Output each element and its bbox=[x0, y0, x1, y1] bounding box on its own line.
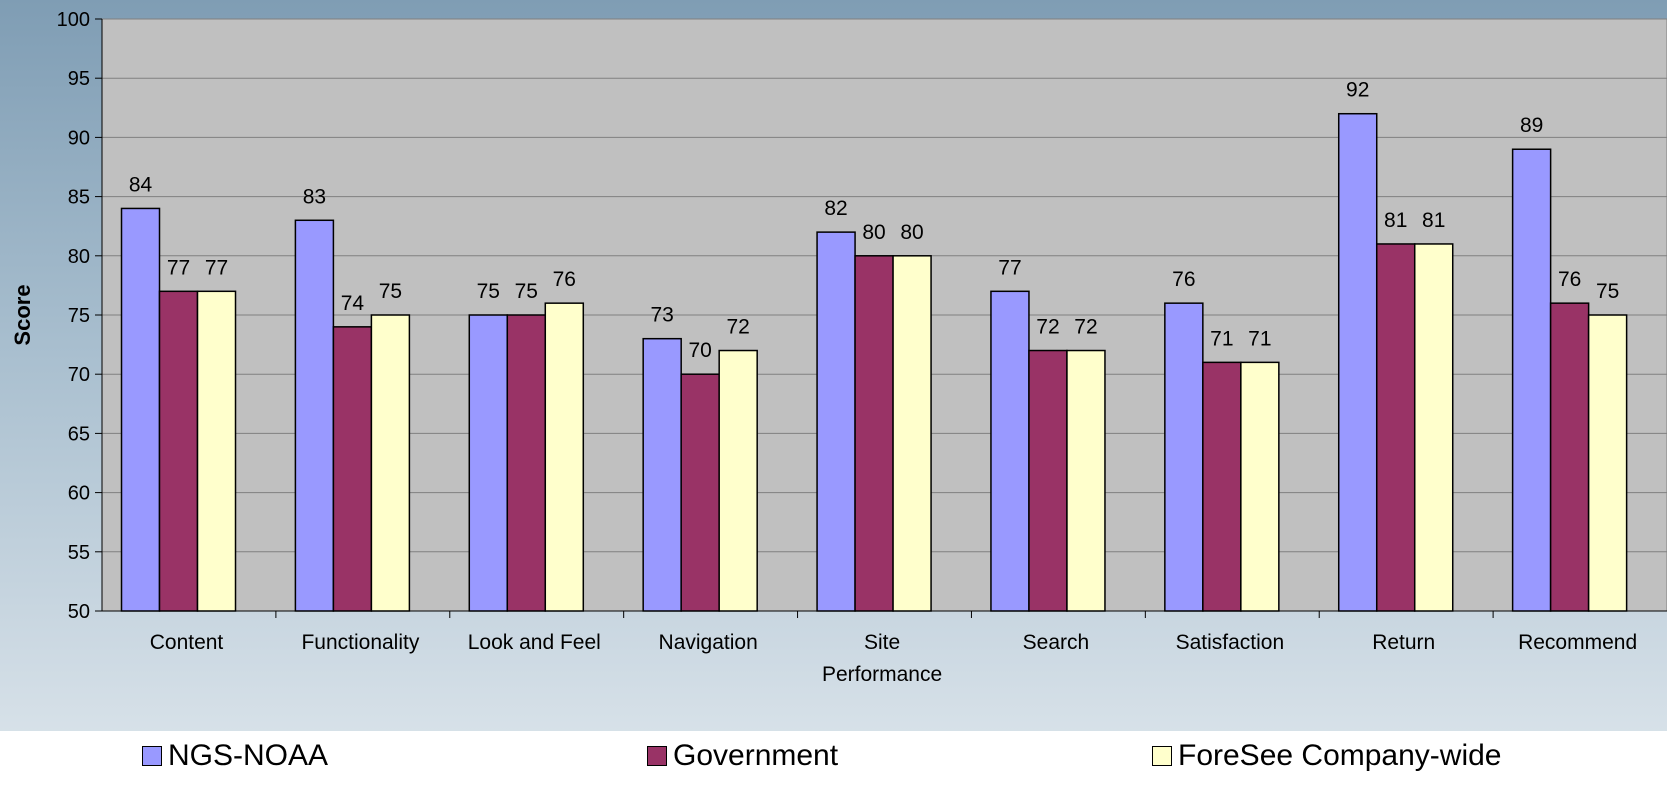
data-label: 75 bbox=[379, 280, 402, 303]
data-label: 76 bbox=[1172, 268, 1195, 291]
data-label: 82 bbox=[824, 197, 847, 220]
data-label: 84 bbox=[129, 173, 153, 196]
data-label: 72 bbox=[726, 316, 749, 339]
x-tick-label: Satisfaction bbox=[1176, 631, 1285, 654]
data-label: 74 bbox=[341, 292, 365, 315]
y-axis-title: Score bbox=[10, 284, 35, 345]
y-tick-label: 90 bbox=[68, 127, 90, 149]
data-label: 80 bbox=[862, 221, 885, 244]
bar bbox=[1549, 302, 1590, 612]
data-labels: 84 77 77 83 74 75 75 75 76 73 70 72 82 80 80 77 72 72 76 71… bbox=[129, 79, 1619, 362]
legend-swatch-foresee-company-wide bbox=[1152, 746, 1172, 766]
bar bbox=[1240, 361, 1280, 612]
x-tick-label: Search bbox=[1023, 631, 1090, 654]
x-tick-label: Site bbox=[864, 631, 900, 654]
bar bbox=[1164, 302, 1204, 612]
bar bbox=[1413, 243, 1454, 612]
axes: 50 55 60 65 70 75 80 85 90 95 100 Content Functional… bbox=[57, 9, 1667, 686]
data-label: 77 bbox=[205, 256, 228, 279]
data-label: 89 bbox=[1520, 114, 1543, 137]
data-label: 81 bbox=[1422, 209, 1445, 232]
data-label: 71 bbox=[1210, 327, 1233, 350]
bar bbox=[332, 326, 373, 612]
data-label: 77 bbox=[167, 256, 190, 279]
bar bbox=[990, 290, 1030, 612]
x-tick-label: Navigation bbox=[659, 631, 758, 654]
y-tick-label: 55 bbox=[68, 542, 90, 564]
data-label: 83 bbox=[303, 185, 326, 208]
data-label: 76 bbox=[1558, 268, 1581, 291]
bar bbox=[1202, 361, 1242, 612]
bar bbox=[892, 255, 932, 612]
data-label: 72 bbox=[1036, 316, 1059, 339]
bar bbox=[506, 314, 547, 612]
legend-item-government: Government bbox=[647, 739, 838, 773]
data-label: 70 bbox=[688, 339, 711, 362]
bar bbox=[1066, 349, 1106, 612]
bar bbox=[1375, 243, 1416, 612]
legend-label: ForeSee Company-wide bbox=[1178, 739, 1502, 772]
x-tick-label: Performance bbox=[822, 663, 942, 686]
data-label: 75 bbox=[1596, 280, 1619, 303]
bar bbox=[120, 207, 161, 612]
bars bbox=[120, 112, 1628, 612]
x-tick-label: Functionality bbox=[301, 631, 419, 654]
data-label: 92 bbox=[1346, 79, 1369, 102]
y-tick-label: 80 bbox=[68, 246, 90, 268]
y-tick-label: 70 bbox=[68, 364, 90, 386]
legend-item-ngs-noaa: NGS-NOAA bbox=[142, 739, 328, 773]
bar bbox=[294, 219, 335, 612]
bar bbox=[816, 231, 856, 612]
x-tick-label: Look and Feel bbox=[468, 631, 601, 654]
bar bbox=[1587, 314, 1628, 612]
bar bbox=[468, 314, 509, 612]
data-label: 73 bbox=[650, 304, 673, 327]
data-label: 81 bbox=[1384, 209, 1407, 232]
bar bbox=[544, 302, 585, 612]
bar bbox=[370, 314, 411, 612]
bar bbox=[1337, 112, 1378, 612]
data-label: 80 bbox=[900, 221, 923, 244]
y-tick-label: 50 bbox=[68, 601, 90, 623]
bar bbox=[196, 290, 237, 612]
bar bbox=[642, 337, 682, 612]
y-tick-label: 95 bbox=[68, 68, 90, 90]
data-label: 75 bbox=[477, 280, 500, 303]
bar bbox=[1028, 349, 1068, 612]
legend-swatch-government bbox=[647, 746, 667, 766]
data-label: 76 bbox=[553, 268, 576, 291]
data-label: 77 bbox=[998, 256, 1021, 279]
legend-label: NGS-NOAA bbox=[168, 739, 329, 772]
bar bbox=[158, 290, 199, 612]
x-tick-label: Return bbox=[1372, 631, 1435, 654]
x-tick-label: Content bbox=[150, 631, 224, 654]
x-tick-label: Recommend bbox=[1518, 631, 1637, 654]
legend-label: Government bbox=[673, 739, 839, 772]
data-label: 71 bbox=[1248, 327, 1271, 350]
bar bbox=[1511, 148, 1552, 612]
legend: NGS-NOAA Government ForeSee Company-wide bbox=[0, 731, 1667, 786]
data-label: 72 bbox=[1074, 316, 1097, 339]
y-tick-label: 85 bbox=[68, 187, 90, 209]
legend-item-foresee-company-wide: ForeSee Company-wide bbox=[1152, 739, 1501, 773]
y-tick-label: 100 bbox=[57, 9, 90, 31]
bar bbox=[854, 255, 894, 612]
y-tick-label: 65 bbox=[68, 423, 90, 445]
data-label: 75 bbox=[515, 280, 538, 303]
y-tick-label: 75 bbox=[68, 305, 90, 327]
legend-swatch-ngs-noaa bbox=[142, 746, 162, 766]
bar bbox=[718, 349, 758, 612]
y-tick-label: 60 bbox=[68, 483, 90, 505]
bar bbox=[680, 373, 720, 612]
